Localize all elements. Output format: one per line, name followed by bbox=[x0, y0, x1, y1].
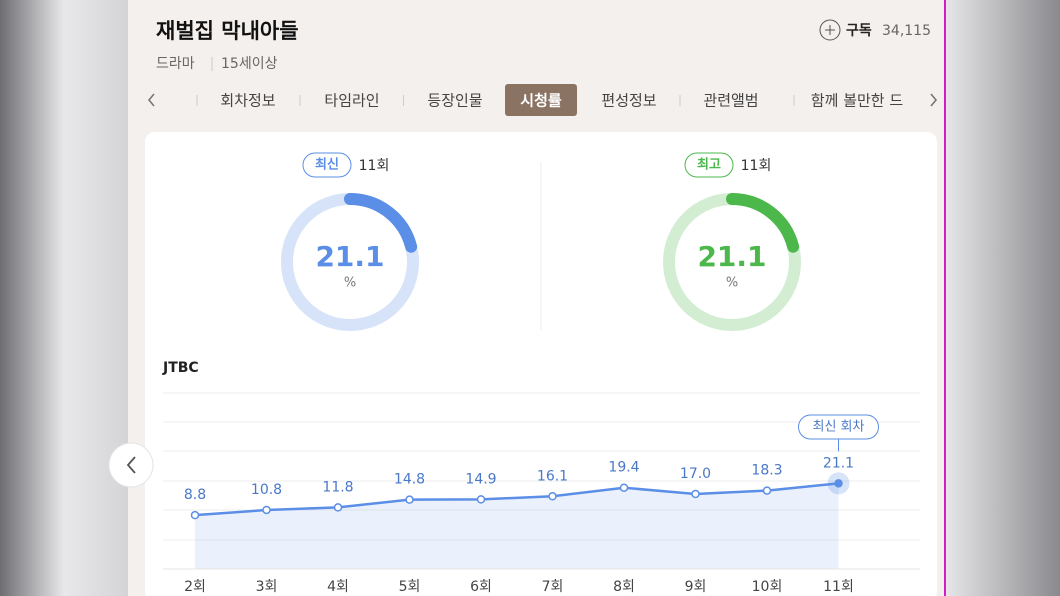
tab[interactable]: 회차정보 bbox=[220, 92, 275, 110]
value-label: 17.0 bbox=[680, 466, 711, 482]
donut-arc bbox=[344, 193, 418, 253]
x-tick-label: 3회 bbox=[256, 579, 278, 595]
rating-summary: 최신 11회 21.1% 최고 11회 21.1% bbox=[281, 152, 801, 331]
x-tick-label: 8회 bbox=[613, 579, 635, 595]
episode: 11회 bbox=[359, 158, 390, 174]
tab-active-bg bbox=[505, 84, 577, 116]
area bbox=[195, 483, 839, 569]
x-tick-label: 2회 bbox=[184, 579, 206, 595]
value-label: 11.8 bbox=[322, 479, 353, 495]
subscribe-button[interactable]: 구독 34,115 bbox=[819, 19, 931, 41]
point bbox=[190, 510, 200, 520]
x-tick-label: 10회 bbox=[752, 579, 783, 595]
plus bbox=[825, 25, 835, 35]
badge-bg bbox=[302, 152, 352, 178]
tab[interactable]: 편성정보 bbox=[601, 92, 656, 110]
backdrop-left bbox=[0, 0, 128, 596]
tab[interactable]: 타임라인 bbox=[324, 92, 379, 110]
value-label: 8.8 bbox=[184, 487, 206, 503]
backdrop-right bbox=[946, 0, 1060, 596]
value-label: 14.8 bbox=[394, 472, 425, 488]
card bbox=[145, 132, 937, 596]
age-rating: 15세이상 bbox=[221, 56, 278, 72]
title: 재벌집 막내아들 bbox=[156, 19, 299, 43]
x-tick-label: 4회 bbox=[327, 579, 349, 595]
x-tick-label: 7회 bbox=[542, 579, 564, 595]
badge-bg bbox=[684, 152, 734, 178]
tabs-prev[interactable] bbox=[147, 93, 155, 107]
x-tick-label: 6회 bbox=[470, 579, 492, 595]
value-label: 14.9 bbox=[465, 471, 496, 487]
tabs-next[interactable] bbox=[930, 93, 938, 107]
tab[interactable]: 함께 볼만한 드 bbox=[811, 92, 904, 110]
point bbox=[262, 505, 271, 515]
value-label: 10.8 bbox=[251, 482, 282, 498]
donut-arc bbox=[726, 193, 800, 253]
episode: 11회 bbox=[741, 158, 772, 174]
subscribe-icon[interactable] bbox=[819, 19, 841, 41]
point bbox=[476, 495, 486, 504]
line bbox=[194, 482, 839, 517]
x-tick-label: 11회 bbox=[823, 579, 854, 595]
x-tick-label: 9회 bbox=[685, 579, 707, 595]
prev-button[interactable] bbox=[108, 442, 154, 488]
subscribe-label[interactable]: 구독 bbox=[846, 23, 872, 39]
value-label: 18.3 bbox=[751, 463, 782, 479]
tab[interactable]: 관련앨범 bbox=[703, 92, 758, 110]
point bbox=[619, 483, 629, 492]
tab-bar: 회차정보 타임라인 등장인물 시청률 편성정보 관련앨범 함께 볼만한 드 bbox=[196, 84, 904, 116]
annotation: 최신 회차 bbox=[813, 420, 865, 435]
donut-value: 21.1 bbox=[697, 240, 766, 273]
point bbox=[548, 492, 557, 501]
value-label: 21.1 bbox=[823, 455, 854, 471]
chart-prev[interactable] bbox=[108, 442, 154, 488]
channel: JTBC bbox=[162, 360, 199, 376]
chevron bbox=[126, 456, 136, 474]
annotation-bg bbox=[798, 414, 879, 440]
point bbox=[834, 479, 843, 488]
genre: 드라마 bbox=[156, 56, 195, 72]
value-label: 16.1 bbox=[537, 468, 568, 484]
subscriber-count: 34,115 bbox=[882, 23, 931, 39]
badge: 최신 bbox=[315, 158, 339, 173]
point bbox=[691, 489, 700, 499]
tab[interactable]: 시청률 bbox=[520, 92, 562, 110]
value-label: 19.4 bbox=[608, 460, 639, 476]
point bbox=[405, 495, 414, 504]
badge: 최고 bbox=[697, 158, 721, 173]
tab[interactable]: 등장인물 bbox=[427, 92, 482, 110]
x-tick-label: 5회 bbox=[399, 579, 421, 595]
point bbox=[762, 486, 772, 495]
donut-value: 21.1 bbox=[315, 240, 384, 273]
line-chart: 8.8 2회 10.8 3회 11.8 4회 14.8 5회 14.9 6회 16.1 7회 19.4 8… bbox=[163, 392, 920, 595]
donut-unit: % bbox=[726, 276, 738, 291]
donut-unit: % bbox=[344, 276, 356, 291]
point bbox=[333, 503, 343, 512]
